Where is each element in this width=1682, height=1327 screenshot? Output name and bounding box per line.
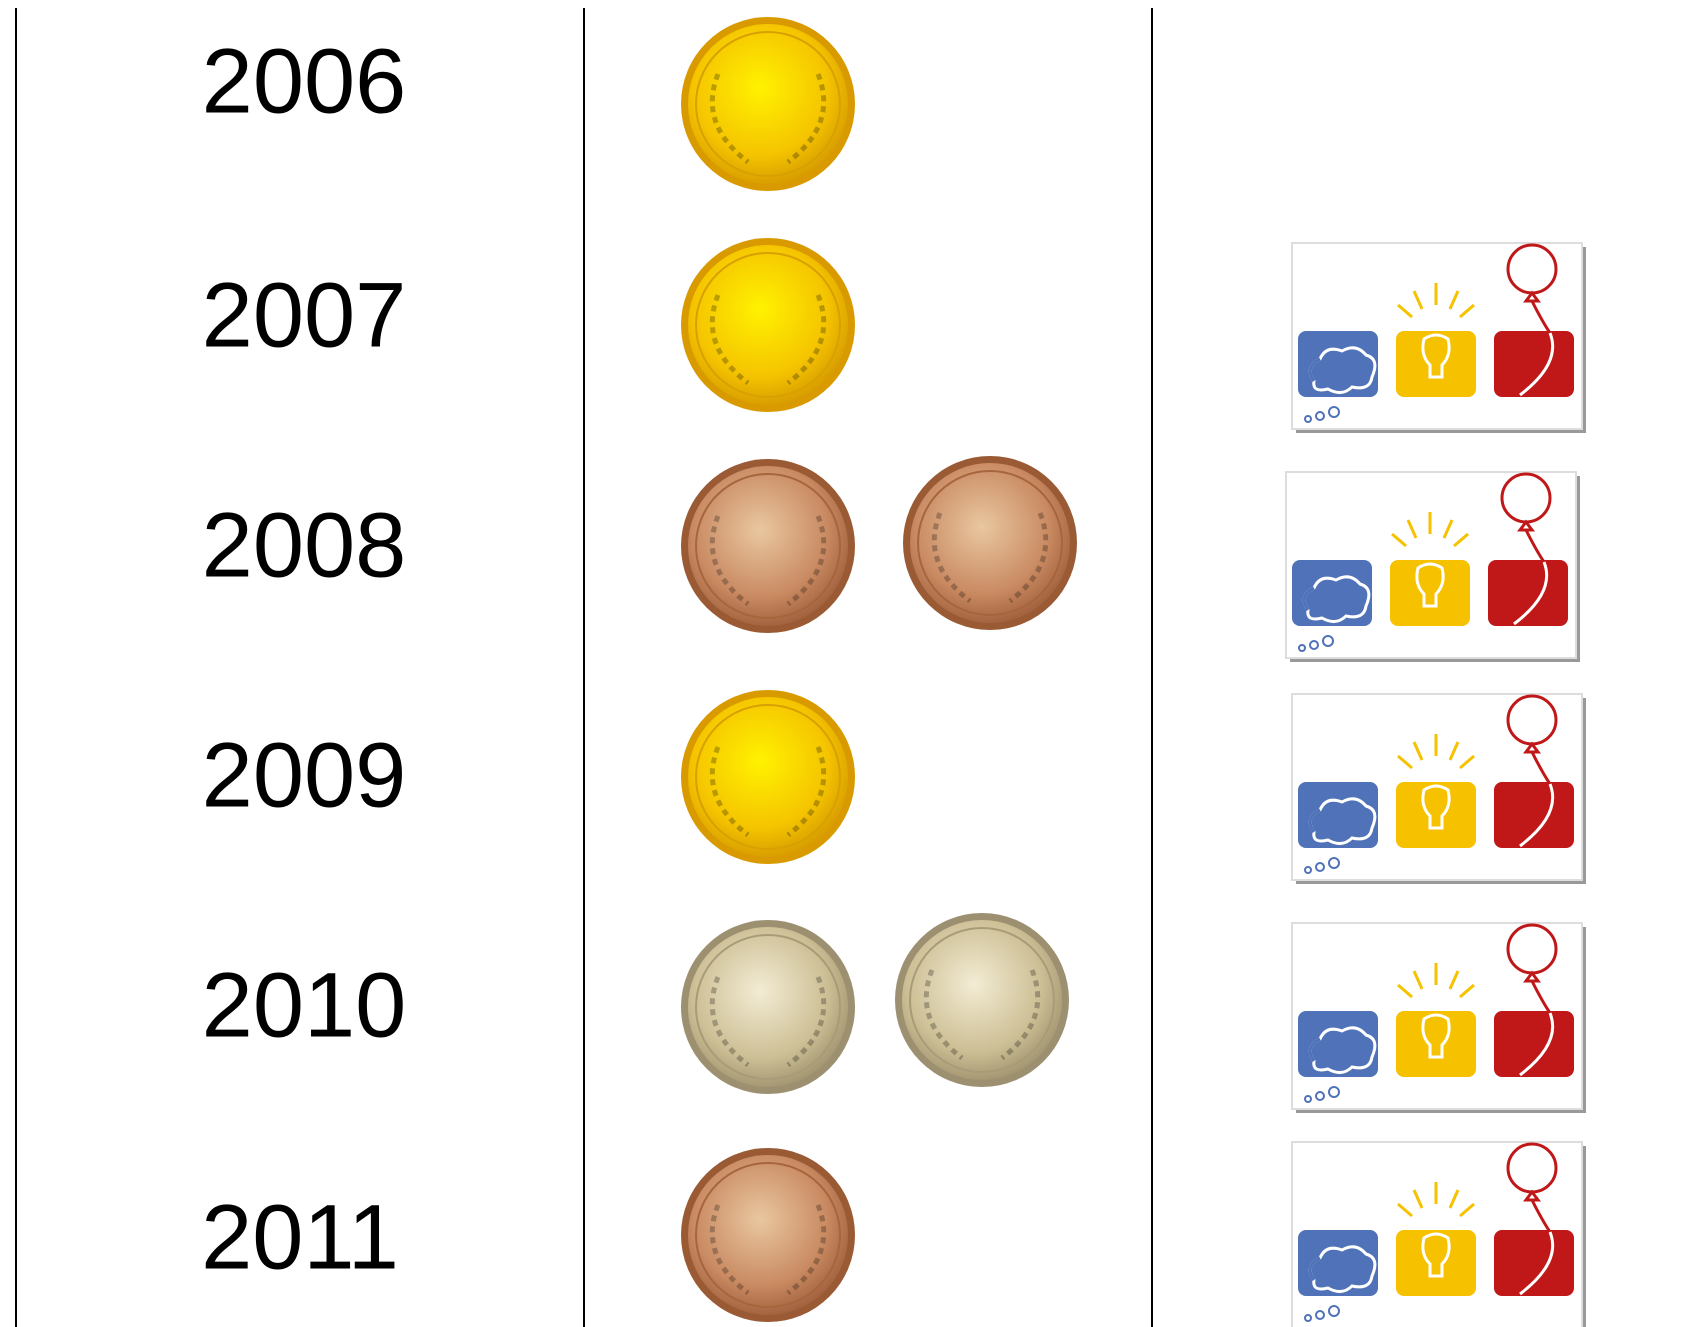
bronze-medal [681, 459, 855, 633]
silver-medal [895, 913, 1069, 1087]
gold-medal [681, 690, 855, 864]
bronze-medal [903, 456, 1077, 630]
year: 2007 [202, 264, 407, 366]
year: 2011 [201, 1186, 399, 1288]
contest-logo [1292, 1142, 1586, 1327]
page: 2006 2007 2008 2009 2010 2011 [0, 0, 1682, 1327]
contest-logo [1286, 472, 1580, 662]
year: 2006 [202, 30, 407, 132]
contest-logo [1292, 243, 1586, 433]
bronze-medal [681, 1148, 855, 1322]
year: 2008 [202, 494, 407, 596]
contest-logo [1292, 694, 1586, 884]
silver-medal [681, 920, 855, 1094]
contest-logo [1292, 923, 1586, 1113]
gold-medal [681, 17, 855, 191]
gold-medal [681, 238, 855, 412]
year: 2009 [202, 724, 407, 826]
year: 2010 [202, 954, 407, 1056]
